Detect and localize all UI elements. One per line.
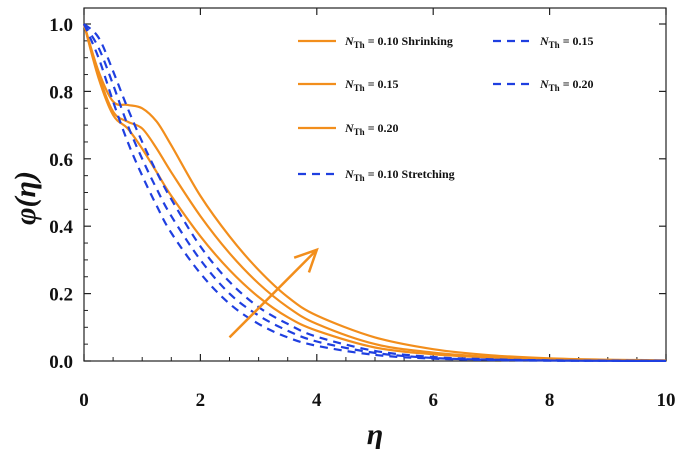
arrow-shaft	[228, 248, 318, 339]
x-tick-label: 4	[312, 390, 322, 411]
x-tick-label: 10	[657, 390, 676, 411]
y-tick-label: 0.8	[49, 82, 73, 103]
legend-label: NTh = 0.20	[539, 77, 594, 93]
series-line-shrinking-0	[82, 23, 667, 362]
x-axis: 0 2 4 6 8 10	[79, 8, 676, 411]
series-line-stretching-5	[83, 23, 667, 362]
legend: NTh = 0.10 Shrinking NTh = 0.15 NTh = 0.15…	[298, 34, 594, 183]
series-line-stretching-3	[82, 23, 667, 362]
legend-label: NTh = 0.20	[344, 121, 399, 137]
y-tick-label: 0.2	[49, 285, 73, 306]
plot-lines	[82, 23, 667, 362]
y-tick-label: 0.0	[49, 352, 73, 373]
legend-label: NTh = 0.10 Stretching	[344, 167, 455, 183]
x-tick-label: 2	[196, 390, 206, 411]
series-line-shrinking-2	[82, 23, 667, 362]
x-tick-label: 0	[79, 390, 89, 411]
y-tick-label: 0.6	[49, 150, 73, 171]
plot-border	[83, 7, 667, 362]
arrow-annotation	[228, 247, 319, 339]
y-axis: 0.0 0.2 0.4 0.6 0.8 1.0	[49, 15, 666, 373]
x-tick-label: 6	[428, 390, 438, 411]
plot-frame	[83, 7, 667, 362]
y-axis-label: φ(η)	[9, 171, 42, 225]
legend-label: NTh = 0.10 Shrinking	[344, 34, 453, 50]
x-tick-label: 8	[545, 390, 555, 411]
series-line-shrinking-1	[82, 23, 667, 362]
y-tick-label: 1.0	[49, 15, 73, 36]
y-tick-label: 0.4	[49, 217, 73, 238]
legend-label: NTh = 0.15	[344, 77, 399, 93]
x-axis-label: η	[367, 418, 383, 449]
series-line-stretching-4	[83, 23, 667, 362]
legend-label: NTh = 0.15	[539, 34, 594, 50]
arrow-head	[293, 247, 319, 273]
